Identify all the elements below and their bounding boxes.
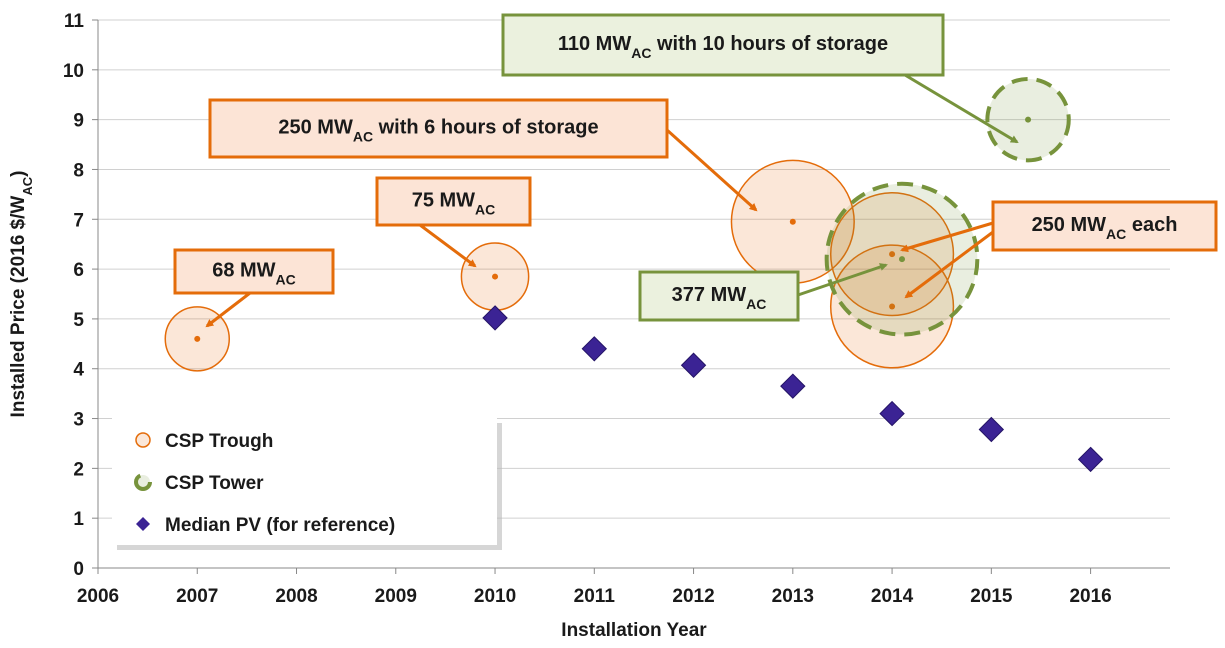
annotation-text-sub: AC [1106, 226, 1126, 242]
annotation-arrow [665, 128, 758, 212]
y-tick-label: 4 [73, 360, 84, 381]
y-tick-label: 6 [73, 260, 84, 281]
legend-marker [136, 517, 150, 531]
legend [112, 418, 497, 545]
annotation-text-sub: AC [475, 202, 495, 218]
bubble-center [889, 251, 896, 258]
annotation-box [208, 98, 669, 159]
pv-marker [482, 305, 508, 331]
annotation-text-main: 75 MW [412, 190, 475, 212]
pv-marker [879, 400, 905, 427]
annotation-arrow [797, 263, 888, 297]
legend-label: Median PV (for reference) [165, 515, 395, 536]
annotation-box [638, 270, 800, 322]
x-axis-title: Installation Year [561, 620, 707, 641]
annotation-arrow [205, 291, 251, 328]
annotation-box [375, 176, 532, 227]
y-tick-label: 3 [73, 410, 84, 431]
legend-marker [134, 473, 152, 491]
x-tick-label: 2015 [970, 586, 1013, 607]
annotation-text-sub: AC [746, 296, 766, 312]
y-axis-title: Installed Price (2016 $/WAC) [8, 171, 35, 418]
y-tick-label: 7 [73, 210, 84, 231]
annotation-text: 377 MWAC [672, 284, 767, 312]
bubble-center [899, 256, 905, 263]
annotation-text-rest: each [1126, 214, 1177, 236]
annotation-arrow [904, 73, 1019, 144]
pv-marker [581, 336, 608, 362]
x-tick-label: 2006 [77, 586, 119, 607]
y-tick-label: 8 [73, 160, 84, 181]
y-tick-label: 0 [73, 559, 84, 580]
x-tick-label: 2013 [772, 586, 814, 607]
annotation-text-main: 377 MW [672, 284, 747, 306]
x-tick-label: 2012 [672, 586, 714, 607]
annotation-text: 250 MWAC each [1032, 214, 1178, 242]
annotation-text: 68 MWAC [212, 260, 296, 288]
annotation-text-rest: with 10 hours of storage [651, 33, 888, 55]
annotation-text: 110 MWAC with 10 hours of storage [558, 33, 888, 61]
bubble-center [1025, 116, 1032, 123]
x-tick-label: 2010 [474, 586, 516, 607]
bubble-center [789, 218, 796, 225]
bubble-center [889, 303, 896, 310]
x-tick-label: 2014 [871, 586, 914, 607]
annotation-text-main: 68 MW [212, 260, 275, 282]
annotation-text: 250 MWAC with 6 hours of storage [278, 117, 598, 145]
annotation-box [501, 13, 945, 77]
bubble-center [194, 335, 201, 342]
annotation-arrow [900, 221, 994, 253]
annotation-text: 75 MWAC [412, 190, 496, 218]
legend-label: CSP Trough [165, 431, 273, 452]
legend-label: CSP Tower [165, 473, 264, 494]
pv-marker [780, 373, 806, 399]
annotation-box [991, 200, 1218, 252]
y-tick-label: 1 [73, 509, 84, 530]
x-tick-label: 2008 [275, 586, 317, 607]
annotation-text-rest: with 6 hours of storage [373, 117, 599, 139]
x-tick-label: 2011 [574, 586, 616, 607]
y-tick-label: 10 [63, 61, 84, 82]
y-tick-label: 2 [73, 459, 84, 480]
x-tick-label: 2016 [1069, 586, 1111, 607]
bubble-center [492, 273, 499, 280]
pv-marker [1077, 446, 1104, 473]
annotation-arrow [419, 223, 477, 268]
annotation-arrow [904, 230, 994, 299]
annotation-text-main: 110 MW [558, 33, 631, 55]
pv-marker [978, 416, 1005, 443]
legend-marker [135, 432, 151, 448]
annotation-text-sub: AC [276, 272, 296, 288]
annotation-text-main: 250 MW [1032, 214, 1107, 236]
y-tick-label: 5 [73, 310, 84, 331]
y-tick-label: 9 [73, 111, 84, 132]
annotation-text-main: 250 MW [278, 117, 353, 139]
pv-marker [680, 352, 707, 378]
x-tick-label: 2007 [176, 586, 218, 607]
annotation-text-sub: AC [631, 45, 651, 61]
annotation-text-sub: AC [353, 129, 373, 145]
y-tick-label: 11 [64, 11, 85, 32]
x-tick-label: 2009 [375, 586, 417, 607]
annotation-box [173, 248, 335, 295]
